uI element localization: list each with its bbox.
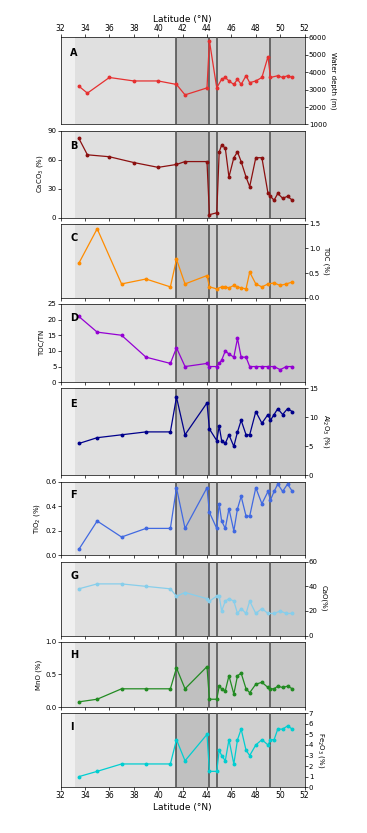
Y-axis label: TOC/TN: TOC/TN <box>39 330 45 357</box>
Bar <box>270 713 305 787</box>
Bar <box>177 131 210 217</box>
Text: I: I <box>70 722 74 732</box>
Text: D: D <box>70 313 78 323</box>
Bar <box>61 642 75 707</box>
Bar <box>217 388 270 476</box>
Bar <box>61 224 75 297</box>
Text: G: G <box>70 571 78 581</box>
Bar <box>75 304 177 382</box>
Bar <box>217 304 270 382</box>
Bar <box>270 561 305 636</box>
Text: A: A <box>70 48 78 58</box>
Text: C: C <box>70 232 77 242</box>
Bar <box>210 131 217 217</box>
Y-axis label: MnO (%): MnO (%) <box>36 660 42 690</box>
Bar <box>75 37 177 124</box>
Bar <box>61 37 75 124</box>
Bar <box>75 642 177 707</box>
Bar <box>61 561 75 636</box>
Bar <box>177 642 210 707</box>
Bar <box>61 131 75 217</box>
Bar <box>75 224 177 297</box>
X-axis label: Latitude (°N): Latitude (°N) <box>153 803 212 812</box>
Bar <box>177 713 210 787</box>
Y-axis label: CaO(%): CaO(%) <box>320 586 327 612</box>
Y-axis label: Al$_2$O$_3$ (%): Al$_2$O$_3$ (%) <box>320 415 331 449</box>
Bar <box>270 481 305 556</box>
Bar <box>210 224 217 297</box>
Bar <box>177 224 210 297</box>
Text: H: H <box>70 650 79 660</box>
Y-axis label: TOC (%): TOC (%) <box>323 247 329 275</box>
Text: F: F <box>70 491 77 501</box>
Bar <box>270 37 305 124</box>
Bar <box>61 713 75 787</box>
Bar <box>270 224 305 297</box>
Bar <box>217 713 270 787</box>
Y-axis label: Fe$_2$O$_3$ (%): Fe$_2$O$_3$ (%) <box>316 732 326 768</box>
Bar <box>75 713 177 787</box>
Bar <box>75 131 177 217</box>
Bar <box>270 131 305 217</box>
Bar <box>210 388 217 476</box>
Bar <box>75 388 177 476</box>
Y-axis label: CaCO$_3$ (%): CaCO$_3$ (%) <box>34 155 45 193</box>
Bar <box>75 561 177 636</box>
Bar <box>177 388 210 476</box>
Bar <box>177 37 210 124</box>
Bar <box>177 304 210 382</box>
Bar <box>75 481 177 556</box>
Bar <box>217 561 270 636</box>
Bar <box>210 561 217 636</box>
Bar <box>61 388 75 476</box>
Y-axis label: Water depth (m): Water depth (m) <box>330 52 336 110</box>
Text: B: B <box>70 141 78 151</box>
Bar <box>210 713 217 787</box>
Bar <box>210 642 217 707</box>
Bar <box>270 304 305 382</box>
Bar <box>270 642 305 707</box>
Bar <box>217 37 270 124</box>
Bar <box>210 304 217 382</box>
Bar <box>217 131 270 217</box>
Text: E: E <box>70 399 77 409</box>
Bar <box>177 481 210 556</box>
Bar <box>210 37 217 124</box>
Bar <box>61 481 75 556</box>
X-axis label: Latitude (°N): Latitude (°N) <box>153 14 212 23</box>
Bar <box>210 481 217 556</box>
Bar <box>217 481 270 556</box>
Bar <box>270 388 305 476</box>
Bar <box>217 642 270 707</box>
Bar <box>61 304 75 382</box>
Bar <box>177 561 210 636</box>
Y-axis label: TiO$_2$ (%): TiO$_2$ (%) <box>32 503 42 534</box>
Bar <box>217 224 270 297</box>
